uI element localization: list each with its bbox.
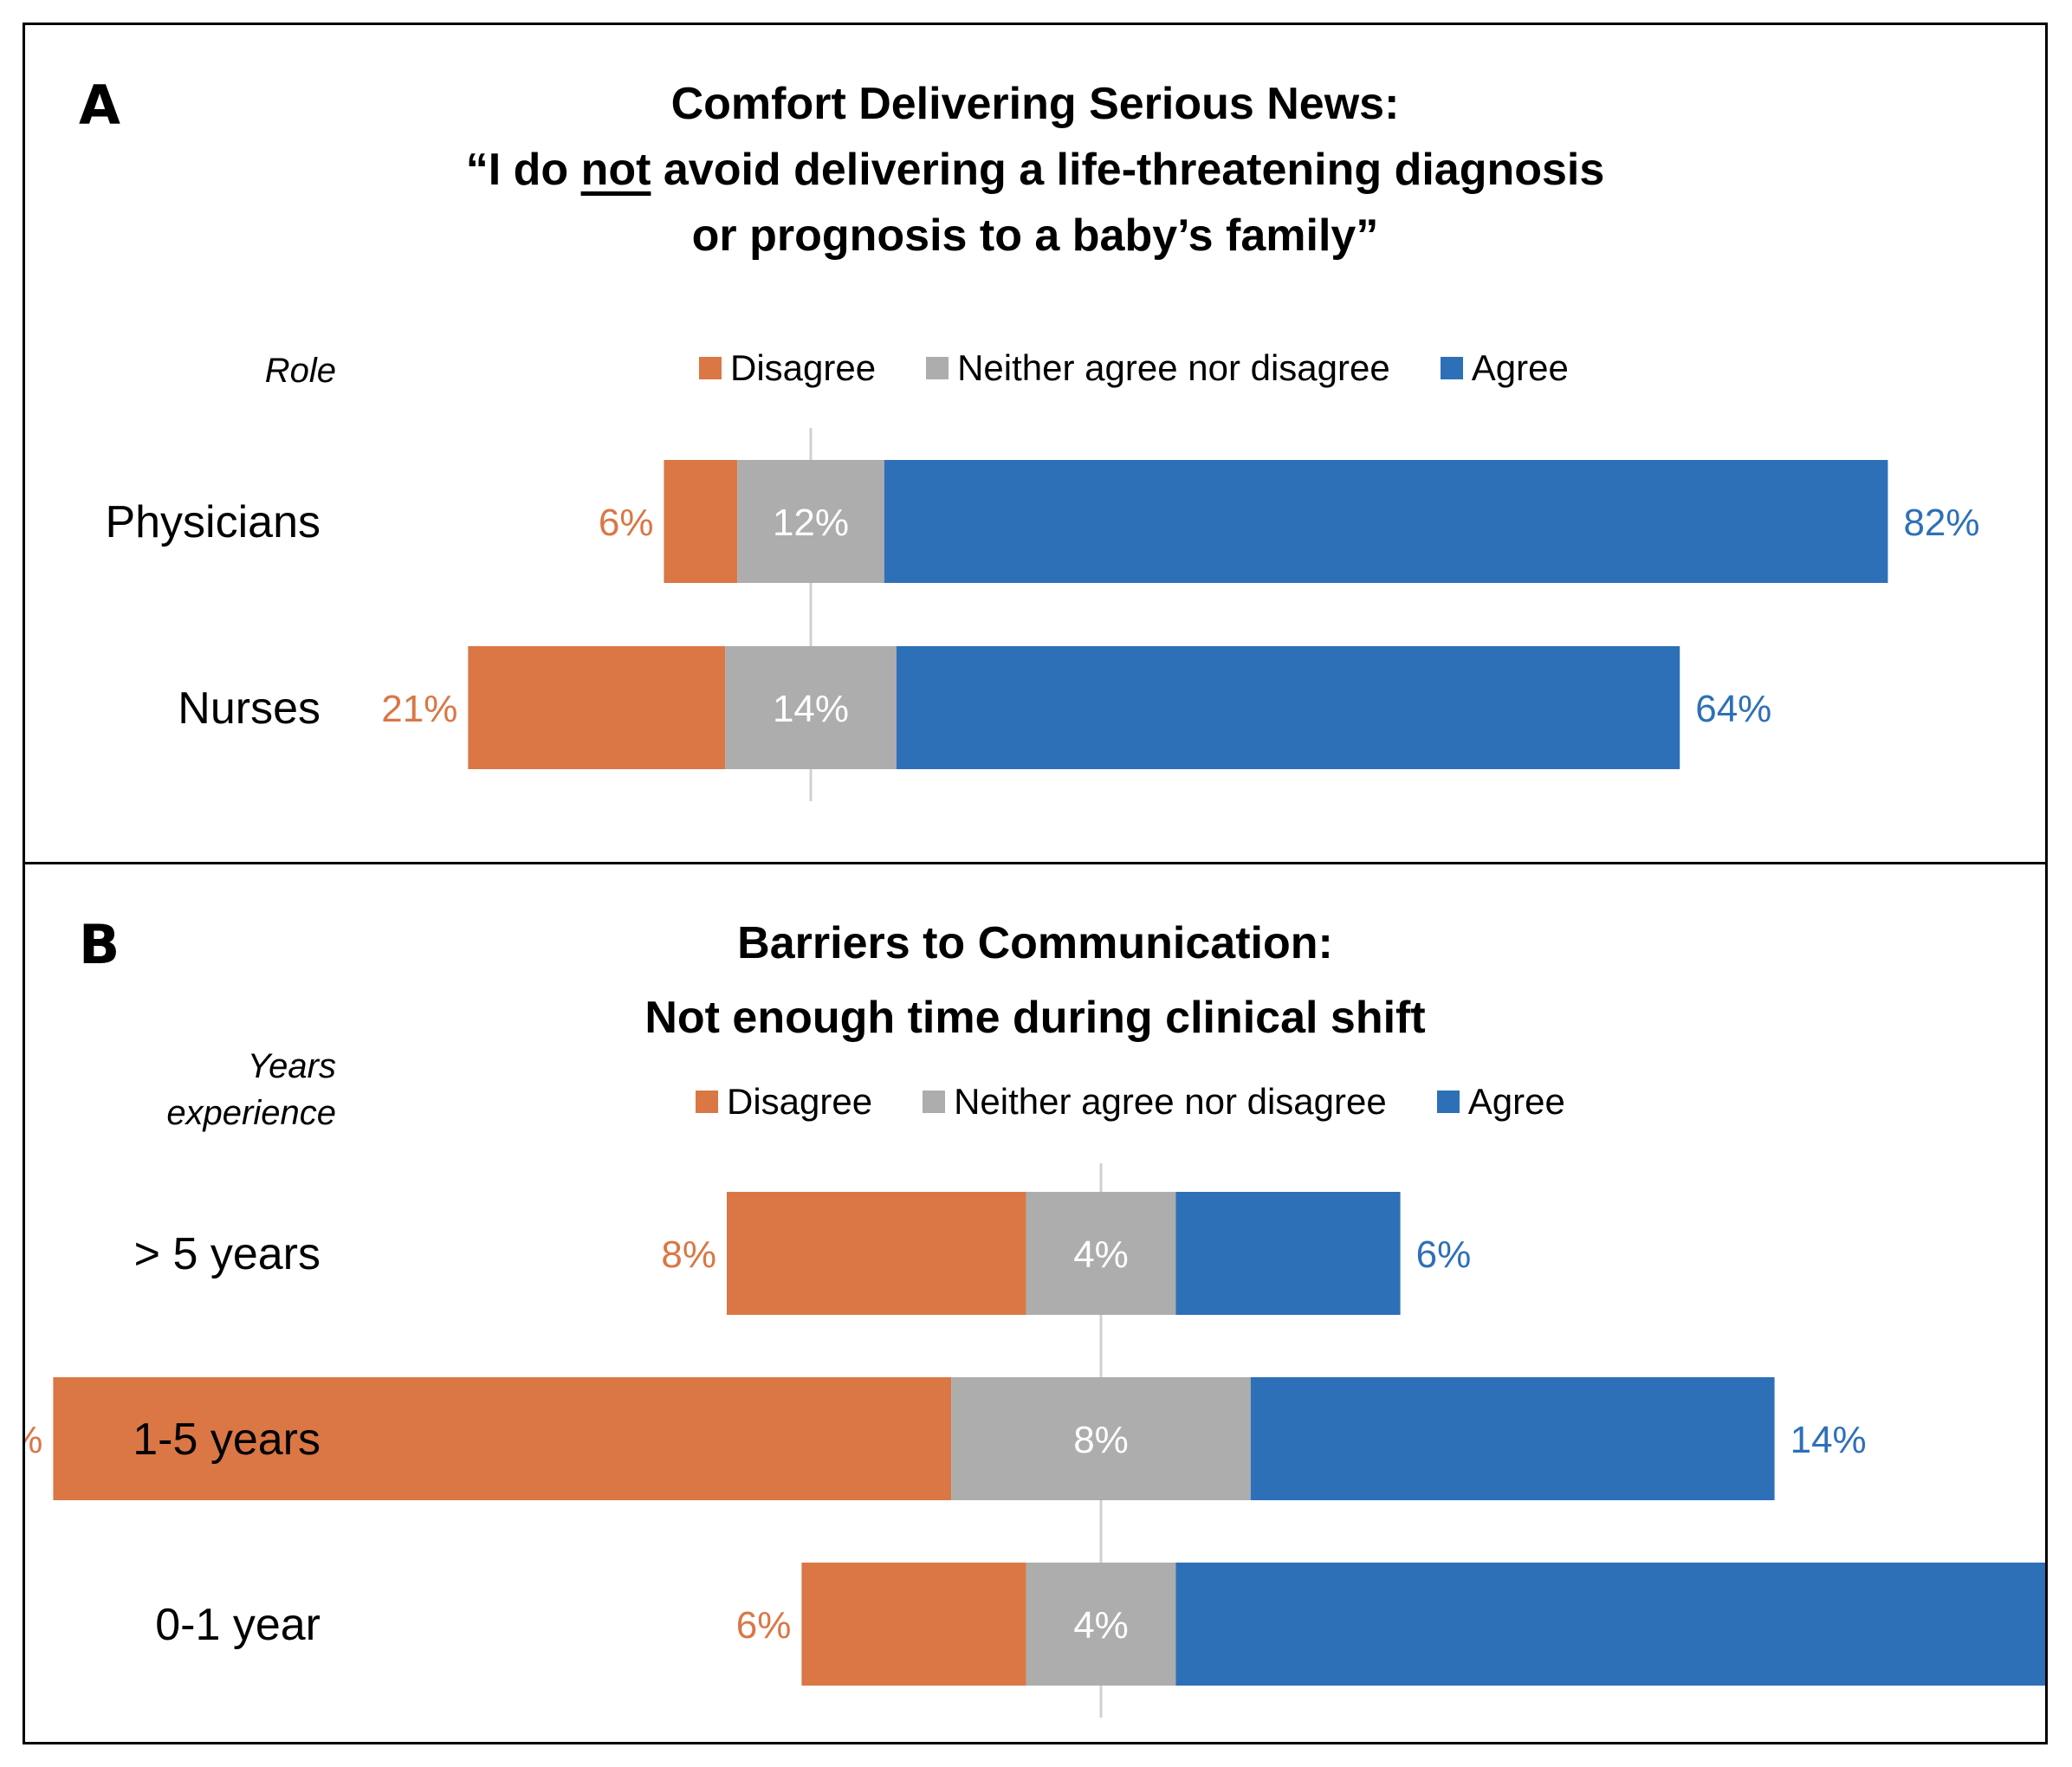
panel-a-group-label: Role bbox=[264, 352, 336, 390]
panel-a-title-line1: Comfort Delivering Serious News: bbox=[670, 79, 1400, 129]
legend-item-agree: Agree bbox=[1436, 1081, 1565, 1123]
category-label: > 5 years bbox=[134, 1229, 321, 1279]
panel-a: A Comfort Delivering Serious News: “I do… bbox=[23, 23, 2048, 864]
bar-neutral bbox=[1026, 1192, 1176, 1315]
category-label: 1-5 years bbox=[133, 1414, 321, 1465]
bar-disagree bbox=[53, 1377, 952, 1500]
data-label-disagree: 6% bbox=[599, 502, 654, 544]
legend-label-agree: Agree bbox=[1467, 1081, 1565, 1122]
bar-neutral bbox=[951, 1377, 1251, 1500]
category-label: 0-1 year bbox=[155, 1600, 321, 1650]
data-label-disagree: 6% bbox=[736, 1604, 792, 1647]
data-label-agree: 82% bbox=[1903, 502, 1979, 544]
bar-agree bbox=[1250, 1377, 1775, 1500]
panel-b-group-label-line1: Years bbox=[247, 1047, 336, 1085]
panel-a-title-line3: or prognosis to a baby’s family” bbox=[691, 210, 1379, 261]
bar-neutral bbox=[725, 646, 897, 769]
bar-disagree bbox=[664, 460, 738, 583]
data-label-neutral: 12% bbox=[773, 502, 849, 544]
legend-swatch-disagree bbox=[699, 357, 722, 379]
panel-b-chart: > 5 years 8% 4% 6% 1-5 years 24% 8% 14% 0-1 year… bbox=[25, 1163, 2045, 1718]
legend-item-disagree: Disagree bbox=[696, 1081, 872, 1123]
panel-b: B Barriers to Communication: Not enough … bbox=[23, 862, 2048, 1744]
panel-b-group-label-line2: experience bbox=[166, 1094, 336, 1132]
data-label-neutral: 4% bbox=[1073, 1604, 1129, 1647]
panel-b-title-line2: Not enough time during clinical shift bbox=[644, 993, 1426, 1043]
data-label-disagree: 24% bbox=[25, 1419, 42, 1461]
category-label: Physicians bbox=[105, 497, 321, 547]
legend-swatch-neutral bbox=[926, 357, 949, 379]
data-label-agree: 14% bbox=[1790, 1419, 1867, 1461]
panel-a-legend: Disagree Neither agree nor disagree Agre… bbox=[699, 347, 1569, 389]
data-label-neutral: 8% bbox=[1073, 1419, 1129, 1461]
data-label-neutral: 14% bbox=[773, 688, 849, 730]
legend-label-disagree: Disagree bbox=[730, 347, 877, 388]
bar-agree bbox=[1175, 1192, 1401, 1315]
data-label-neutral: 4% bbox=[1073, 1233, 1129, 1276]
legend-item-agree: Agree bbox=[1440, 347, 1569, 389]
legend-item-neutral: Neither agree nor disagree bbox=[926, 347, 1390, 389]
data-label-disagree: 21% bbox=[381, 688, 457, 730]
panel-a-title-line2: “I do not avoid delivering a life-threat… bbox=[25, 136, 2045, 204]
panel-b-letter: B bbox=[79, 913, 120, 976]
legend-label-neutral: Neither agree nor disagree bbox=[954, 1081, 1387, 1122]
bar-neutral bbox=[1026, 1563, 1176, 1686]
legend-label-neutral: Neither agree nor disagree bbox=[957, 347, 1390, 388]
bar-agree bbox=[1175, 1563, 2045, 1686]
data-label-disagree: 8% bbox=[661, 1233, 716, 1276]
panel-a-title-underlined: not bbox=[580, 145, 651, 195]
bar-disagree bbox=[468, 646, 726, 769]
bar-agree bbox=[896, 646, 1680, 769]
category-label: Nurses bbox=[178, 683, 321, 734]
legend-label-disagree: Disagree bbox=[727, 1081, 873, 1122]
panel-b-title-line1: Barriers to Communication: bbox=[737, 918, 1333, 968]
bar-disagree bbox=[727, 1192, 1026, 1315]
panel-a-title-line2-post: avoid delivering a life-threatening diag… bbox=[651, 145, 1605, 195]
bar-neutral bbox=[737, 460, 884, 583]
data-label-agree: 64% bbox=[1695, 688, 1771, 730]
panel-a-title-line2-pre: “I do bbox=[465, 145, 581, 195]
legend-swatch-disagree bbox=[696, 1091, 718, 1113]
data-label-agree: 6% bbox=[1416, 1233, 1472, 1276]
bar-disagree bbox=[801, 1563, 1026, 1686]
bar-agree bbox=[884, 460, 1888, 583]
legend-swatch-neutral bbox=[923, 1091, 946, 1113]
legend-swatch-agree bbox=[1440, 357, 1463, 379]
panel-b-group-label: Years experience bbox=[166, 1043, 336, 1136]
legend-item-disagree: Disagree bbox=[699, 347, 876, 389]
legend-label-agree: Agree bbox=[1471, 347, 1569, 388]
panel-a-chart: Physicians 6% 12% 82% Nurses 21% 14% 64% bbox=[105, 428, 1980, 801]
legend-item-neutral: Neither agree nor disagree bbox=[923, 1081, 1387, 1123]
panel-a-letter: A bbox=[79, 74, 120, 137]
panel-b-legend: Disagree Neither agree nor disagree Agre… bbox=[696, 1081, 1565, 1123]
legend-swatch-agree bbox=[1436, 1091, 1460, 1113]
